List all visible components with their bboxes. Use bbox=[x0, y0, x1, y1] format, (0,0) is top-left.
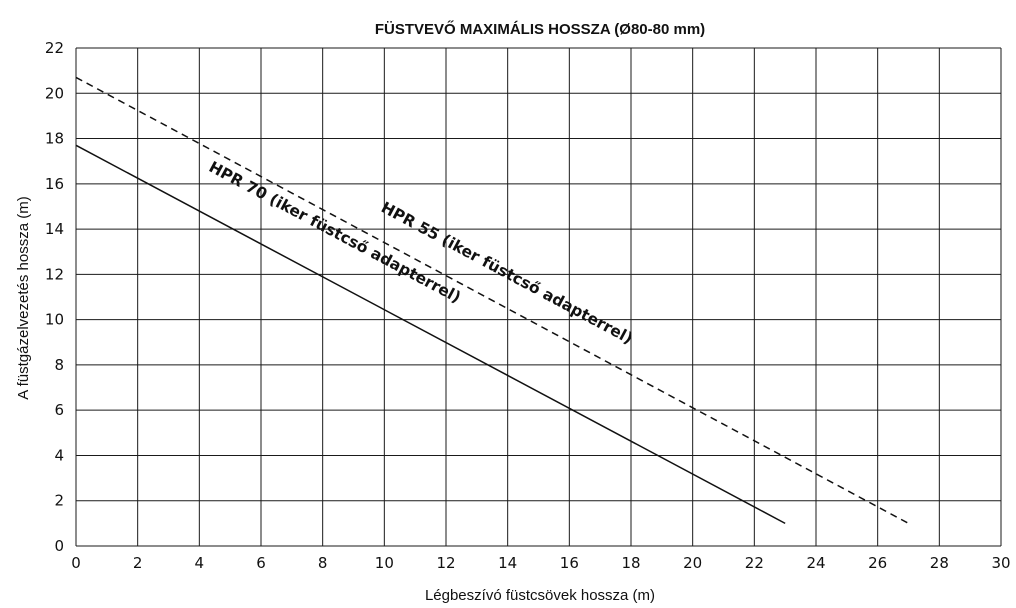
x-tick-label: 18 bbox=[621, 554, 640, 572]
x-tick-label: 26 bbox=[868, 554, 887, 572]
y-tick-label: 20 bbox=[45, 84, 64, 102]
x-tick-label: 24 bbox=[806, 554, 825, 572]
grid bbox=[75, 47, 1002, 547]
y-tick-label: 12 bbox=[45, 265, 64, 283]
x-tick-label: 4 bbox=[195, 554, 205, 572]
x-tick-label: 10 bbox=[375, 554, 394, 572]
x-tick-label: 22 bbox=[745, 554, 764, 572]
y-tick-label: 18 bbox=[45, 130, 64, 148]
x-tick-label: 14 bbox=[498, 554, 517, 572]
x-tick-label: 30 bbox=[991, 554, 1010, 572]
series-line-1 bbox=[75, 76, 909, 525]
y-tick-label: 4 bbox=[54, 446, 64, 464]
x-tick-label: 6 bbox=[256, 554, 266, 572]
y-tick-label: 10 bbox=[45, 311, 64, 329]
x-tick-label: 8 bbox=[318, 554, 328, 572]
x-tick-label: 20 bbox=[683, 554, 702, 572]
x-tick-labels: 0 2 4 6 8 10 12 14 16 18 20 22 24 26 28 30 bbox=[71, 554, 1010, 572]
x-tick-label: 28 bbox=[930, 554, 949, 572]
y-tick-label: 22 bbox=[45, 39, 64, 57]
y-tick-label: 8 bbox=[54, 356, 64, 374]
x-tick-label: 2 bbox=[133, 554, 143, 572]
y-axis-title: A füstgázelvezetés hossza (m) bbox=[15, 196, 32, 399]
x-tick-label: 12 bbox=[436, 554, 455, 572]
series-lines bbox=[75, 76, 909, 525]
series-line-2 bbox=[75, 144, 786, 525]
y-tick-label: 16 bbox=[45, 175, 64, 193]
chart-title: FÜSTVEVŐ MAXIMÁLIS HOSSZA (Ø80-80 mm) bbox=[375, 20, 705, 38]
y-tick-label: 2 bbox=[54, 492, 64, 510]
x-tick-label: 16 bbox=[560, 554, 579, 572]
y-tick-labels: 0 2 4 6 8 10 12 14 16 18 20 22 bbox=[45, 39, 64, 555]
y-tick-label: 14 bbox=[45, 220, 64, 238]
x-axis-title: Légbeszívó füstcsövek hossza (m) bbox=[425, 587, 655, 604]
y-tick-label: 6 bbox=[54, 401, 64, 419]
x-tick-label: 0 bbox=[71, 554, 81, 572]
y-tick-label: 0 bbox=[54, 537, 64, 555]
